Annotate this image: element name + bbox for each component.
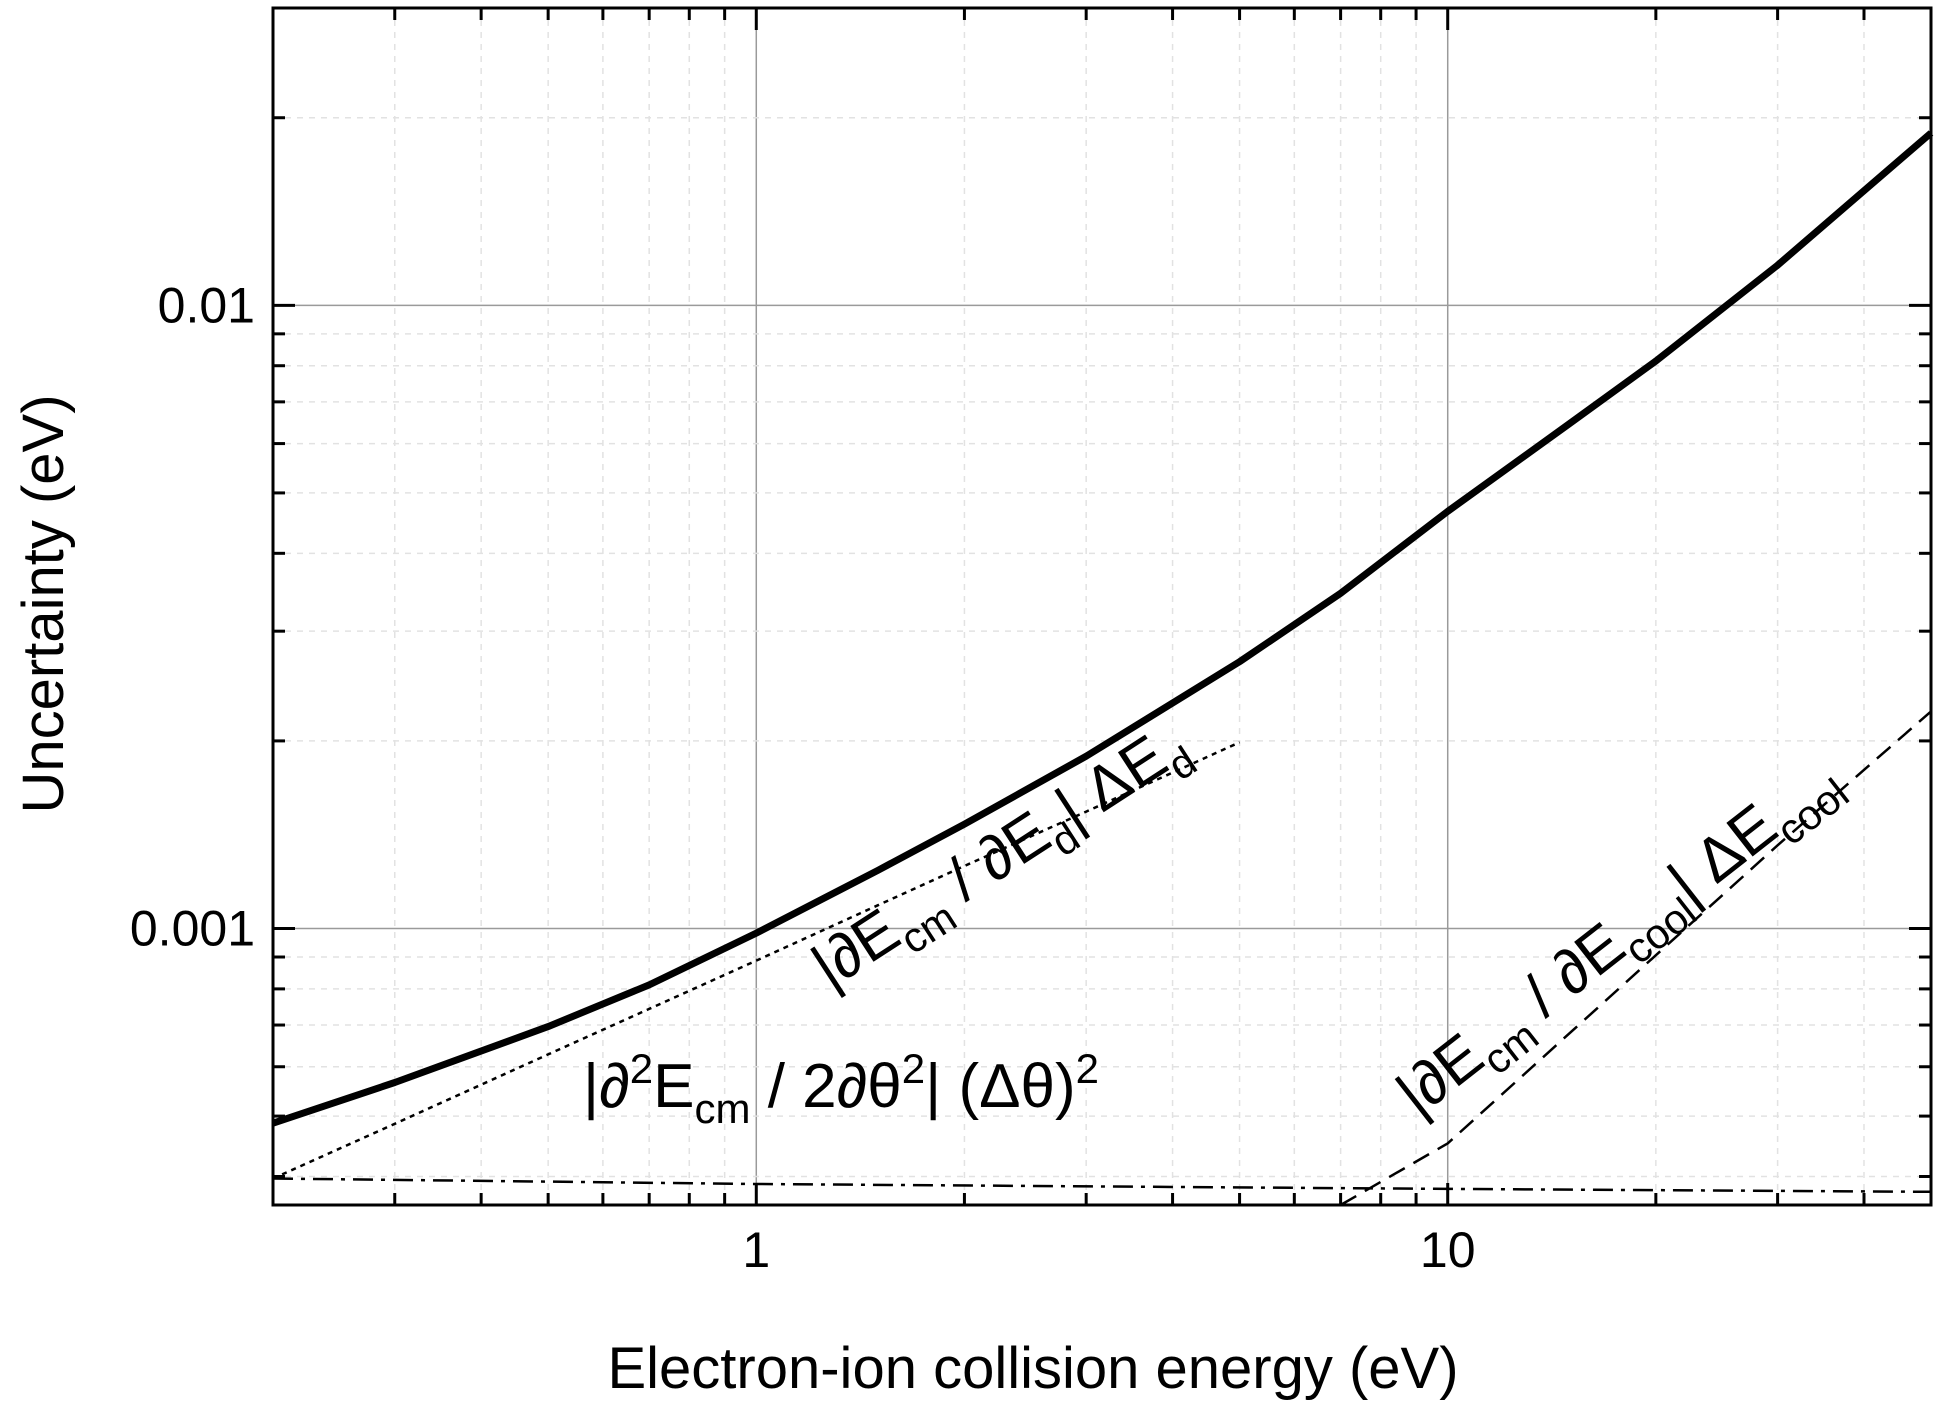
annotation-dEd: |∂Ecm / ∂Ed| ΔEd: [800, 709, 1205, 1011]
series-line-total: [271, 130, 1934, 1127]
annotation-part: E: [653, 1052, 694, 1121]
y-axis-title: Uncertainty (eV): [11, 394, 76, 813]
x-tick-label: 10: [1420, 1222, 1476, 1278]
y-tick-label: 0.001: [130, 901, 255, 957]
annotation-part: / 2∂θ: [750, 1052, 901, 1121]
annotation-part: | (Δθ): [925, 1052, 1076, 1121]
annotation-theta-text: |∂2Ecm / 2∂θ2| (Δθ)2: [583, 1045, 1099, 1132]
x-axis-title: Electron-ion collision energy (eV): [607, 1336, 1458, 1401]
annotation-part: |∂E: [800, 896, 911, 1002]
annotation-part: cm: [694, 1085, 750, 1132]
annotation-part: 2: [630, 1045, 653, 1092]
series-line-theta: [272, 1177, 1932, 1194]
series-lines: [271, 130, 1934, 1207]
plot-frame: [271, 6, 1933, 1207]
annotation-dEcool-text: |∂Ecm / ∂Ecool| ΔEcool: [1384, 743, 1857, 1137]
y-tick-label: 0.01: [158, 277, 255, 333]
axis-ticks: [273, 8, 1931, 1205]
annotation-part: |∂E: [1384, 1020, 1496, 1129]
axis-tick-labels: 1 10 0.001 0.01: [130, 277, 1476, 1278]
annotation-part: 2: [902, 1045, 925, 1092]
annotation-dEd-text: |∂Ecm / ∂Ed| ΔEd: [800, 709, 1205, 1011]
grid-lines: [273, 8, 1931, 1205]
series-line-dEd: [272, 741, 1241, 1180]
annotation-theta: |∂2Ecm / 2∂θ2| (Δθ)2: [583, 1045, 1099, 1132]
annotation-dEcool: |∂Ecm / ∂Ecool| ΔEcool: [1384, 743, 1857, 1137]
x-tick-label: 1: [742, 1222, 770, 1278]
annotation-part: 2: [1076, 1045, 1099, 1092]
series-line-dEcool: [1339, 710, 1932, 1207]
annotation-part: |∂: [583, 1052, 630, 1121]
